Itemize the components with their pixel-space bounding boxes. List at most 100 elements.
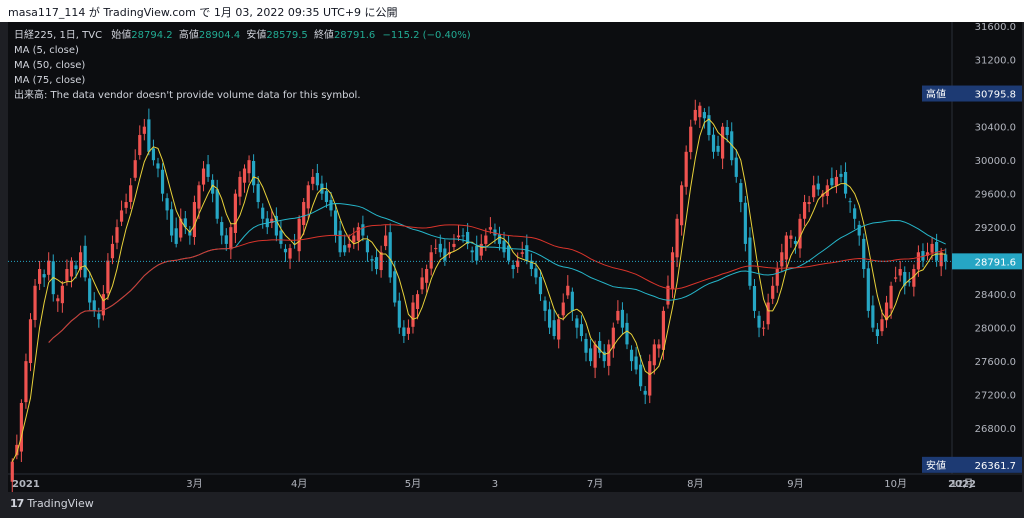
candle-body [179, 218, 183, 238]
candle-body [880, 319, 884, 332]
candle-body [74, 265, 78, 270]
candle-body [461, 235, 465, 237]
candle-body [661, 310, 666, 350]
candle-body [538, 276, 543, 295]
candle-body [470, 250, 474, 253]
candle-body [547, 309, 552, 328]
candle-body [151, 148, 156, 161]
candle-body [174, 228, 178, 244]
candle-body [807, 202, 811, 205]
candle-body [242, 168, 247, 183]
candle-body [247, 160, 251, 174]
y-tick-label: 28400.0 [975, 290, 1016, 301]
candle-body [170, 209, 174, 236]
high-price-label-value: 30795.8 [975, 90, 1016, 101]
x-tick-label: 3 [492, 479, 498, 490]
y-tick-label: 28000.0 [975, 324, 1016, 335]
y-tick-label: 31200.0 [975, 56, 1016, 67]
candle-body [552, 320, 556, 337]
candle-body [639, 364, 643, 387]
last-price-label-bg [952, 253, 1022, 270]
candle-body [784, 235, 788, 260]
candle-body [352, 235, 356, 243]
candle-body [397, 300, 401, 328]
candle-body [634, 356, 638, 370]
candle-body [288, 248, 292, 259]
candle-body [484, 235, 488, 244]
volume-note: 出来高: The data vendor doesn't provide vol… [14, 90, 361, 101]
candle-body [306, 185, 310, 209]
candle-body [338, 230, 342, 253]
candle-body [411, 302, 415, 327]
candle-body [347, 243, 351, 248]
ma5-legend[interactable]: MA (5, close) [14, 45, 79, 56]
candle-body [101, 294, 105, 316]
candle-body [156, 163, 160, 169]
x-tick-label: 2022 [948, 479, 976, 490]
candle-body [201, 168, 206, 185]
y-tick-label: 26800.0 [975, 424, 1016, 435]
candle-body [379, 252, 383, 271]
candle-body [220, 222, 224, 236]
candle-body [33, 285, 37, 320]
candle-body [534, 268, 538, 278]
ma75-legend[interactable]: MA (75, close) [14, 75, 86, 86]
chart-legend: 日経225, 1日, TVC 始値28794.2 高値28904.4 安値285… [14, 28, 471, 103]
candle-body [743, 202, 747, 244]
candle-body [279, 230, 283, 244]
candle-body [834, 176, 839, 186]
candle-body [402, 327, 406, 337]
candle-body [224, 235, 228, 244]
candle-body [65, 269, 69, 281]
candle-body [725, 127, 729, 136]
candle-body [438, 243, 442, 253]
last-price-label-value: 28791.6 [975, 257, 1016, 268]
candle-body [406, 327, 411, 334]
candle-body [588, 348, 593, 362]
candle-body [916, 252, 920, 270]
candle-body [124, 202, 128, 208]
candle-body [115, 227, 119, 243]
tradingview-logo[interactable]: 17 TradingView [10, 497, 94, 510]
candle-body [83, 245, 87, 278]
candle-body [69, 260, 74, 277]
candle-body [197, 185, 201, 209]
candle-body [475, 245, 479, 261]
candle-body [648, 361, 652, 396]
candle-body [939, 252, 943, 267]
candle-body [47, 260, 51, 275]
candle-body [680, 185, 684, 226]
candle-body [693, 109, 697, 121]
close-label: 終値 [313, 30, 334, 41]
candle-body [757, 315, 761, 328]
candle-body [593, 344, 597, 368]
open-value: 28794.2 [131, 30, 173, 41]
x-tick-label: 5月 [405, 478, 421, 490]
low-value: 28579.5 [266, 30, 308, 41]
y-tick-label: 27600.0 [975, 357, 1016, 368]
candlestick-chart[interactable]: 26800.027200.027600.028000.028400.028800… [8, 22, 1022, 492]
candle-body [466, 231, 470, 244]
candle-body [802, 202, 807, 219]
publish-header: masa117_114 が TradingView.com で 1月 03, 2… [0, 0, 1024, 22]
ma50-legend[interactable]: MA (50, close) [14, 60, 86, 71]
candle-body [875, 329, 880, 337]
candle-body [912, 269, 916, 287]
tradingview-logo-text: TradingView [27, 497, 94, 510]
candle-body [812, 185, 816, 198]
candle-body [15, 444, 19, 456]
candle-body [324, 191, 329, 203]
candle-body [192, 202, 197, 237]
candle-body [160, 169, 165, 194]
candle-body [607, 344, 611, 366]
candle-body [274, 215, 278, 236]
candle-body [270, 218, 274, 224]
candle-body [165, 198, 169, 211]
candle-body [721, 126, 725, 159]
chart-area[interactable]: 26800.027200.027600.028000.028400.028800… [8, 22, 1022, 492]
candle-body [415, 294, 420, 309]
candle-body [507, 245, 511, 261]
candle-body [684, 151, 688, 187]
candle-body [839, 173, 843, 177]
candle-body [420, 277, 424, 290]
